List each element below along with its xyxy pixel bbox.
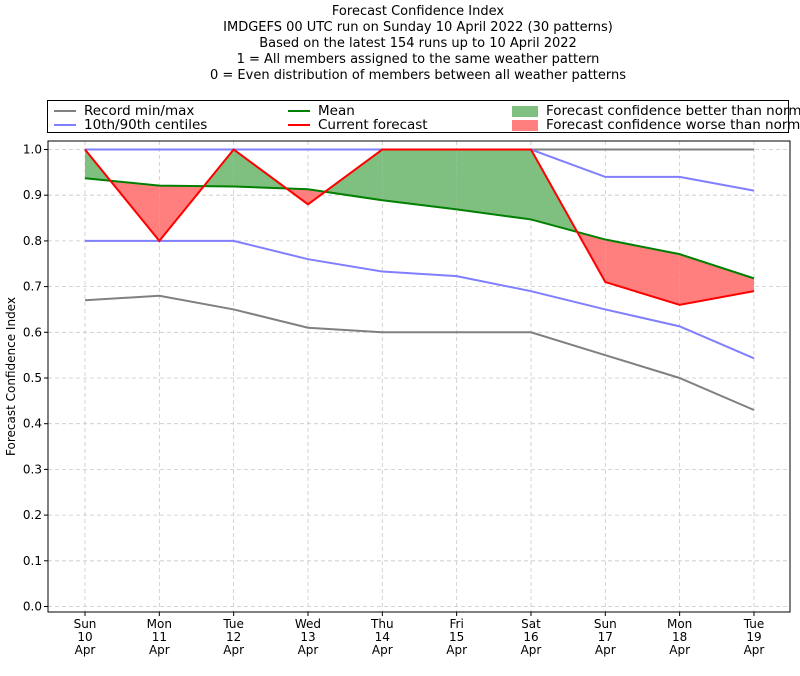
x-tick-label: 19 (746, 630, 761, 644)
x-tick-label: Sat (521, 617, 541, 631)
x-tick-label: 18 (672, 630, 687, 644)
x-tick-label: 11 (152, 630, 167, 644)
x-tick-label: 13 (300, 630, 315, 644)
y-tick-label: 0.3 (23, 462, 42, 476)
legend-label-worse: Forecast confidence worse than normal (546, 117, 800, 133)
y-axis-label: Forecast Confidence Index (4, 297, 18, 456)
fill-layer (85, 149, 754, 305)
x-tick-label: 15 (449, 630, 464, 644)
chart-subtitle-basis: Based on the latest 154 runs up to 10 Ap… (259, 36, 577, 51)
x-tick-label: Apr (223, 643, 244, 657)
x-tick-label: 17 (598, 630, 613, 644)
chart-subtitle-scale-max: 1 = All members assigned to the same wea… (236, 52, 600, 67)
x-tick-label: Apr (372, 643, 393, 657)
y-tick-label: 0.5 (23, 371, 42, 385)
x-tick-label: Tue (222, 617, 244, 631)
fill-better-than-normal (456, 149, 531, 220)
x-tick-label: Apr (149, 643, 170, 657)
x-tick-label: 16 (523, 630, 538, 644)
legend-item-mean: Mean (288, 103, 355, 119)
legend-swatch-record (54, 110, 76, 112)
y-tick-label: 0.7 (23, 280, 42, 294)
x-tick-label: Apr (669, 643, 690, 657)
legend-label-current: Current forecast (318, 117, 428, 133)
chart-subtitle-scale-min: 0 = Even distribution of members between… (209, 68, 627, 83)
y-tick-label: 0.2 (23, 508, 42, 522)
x-tick-label: Sun (74, 617, 97, 631)
legend-item-worse: Forecast confidence worse than normal (512, 117, 800, 133)
legend-label-record: Record min/max (84, 103, 195, 119)
legend-swatch-better (512, 105, 538, 117)
x-tick-label: Thu (370, 617, 394, 631)
x-tick-label: Apr (446, 643, 467, 657)
fill-better-than-normal (325, 149, 383, 201)
fill-worse-than-normal (679, 254, 754, 305)
y-tick-label: 0.0 (23, 600, 42, 614)
series-line-record-min (84, 294, 755, 411)
legend-swatch-mean (288, 110, 310, 112)
legend-swatch-current (288, 124, 310, 126)
x-tick-label: Apr (744, 643, 765, 657)
y-tick-label: 0.1 (23, 554, 42, 568)
y-tick-label: 1.0 (23, 143, 42, 157)
series-line-p10 (85, 239, 755, 360)
chart-legend: Record min/max 10th/90th centiles Mean C… (47, 100, 800, 133)
x-tick-label: Apr (75, 643, 96, 657)
x-tick-label: 10 (77, 630, 92, 644)
x-tick-label: 12 (226, 630, 241, 644)
y-tick-label: 0.8 (23, 234, 42, 248)
x-tick-label: Tue (743, 617, 765, 631)
legend-item-record: Record min/max (54, 103, 194, 119)
legend-label-centiles: 10th/90th centiles (84, 117, 208, 133)
fill-worse-than-normal (605, 239, 680, 305)
series-line-mean (84, 177, 755, 280)
x-tick-label: Apr (595, 643, 616, 657)
axis-layer: 0.00.10.20.30.40.50.60.70.80.91.0Sun10Ap… (4, 140, 791, 657)
x-tick-label: Mon (147, 617, 172, 631)
legend-item-better: Forecast confidence better than normal (512, 103, 800, 119)
x-tick-label: Fri (450, 617, 464, 631)
legend-item-centiles: 10th/90th centiles (54, 117, 207, 133)
x-tick-label: Wed (295, 617, 321, 631)
line-layer (84, 148, 755, 411)
y-tick-label: 0.6 (23, 325, 42, 339)
chart-title: Forecast Confidence Index (331, 4, 505, 19)
plot-frame (47, 140, 791, 613)
fill-better-than-normal (382, 149, 457, 210)
x-tick-label: Mon (667, 617, 692, 631)
legend-swatch-worse (512, 119, 538, 131)
chart-subtitle-run: IMDGEFS 00 UTC run on Sunday 10 April 20… (223, 20, 613, 35)
legend-label-mean: Mean (318, 103, 355, 119)
y-tick-label: 0.9 (23, 188, 42, 202)
x-tick-label: Apr (298, 643, 319, 657)
legend-item-current: Current forecast (288, 117, 428, 133)
legend-swatch-centiles (54, 124, 76, 126)
x-tick-label: Sun (594, 617, 617, 631)
chart-title-block: Forecast Confidence Index IMDGEFS 00 UTC… (0, 4, 800, 84)
x-tick-label: 14 (375, 630, 390, 644)
series-line-current (84, 148, 755, 306)
y-tick-label: 0.4 (23, 417, 42, 431)
x-tick-label: Apr (521, 643, 542, 657)
legend-label-better: Forecast confidence better than normal (546, 103, 800, 119)
